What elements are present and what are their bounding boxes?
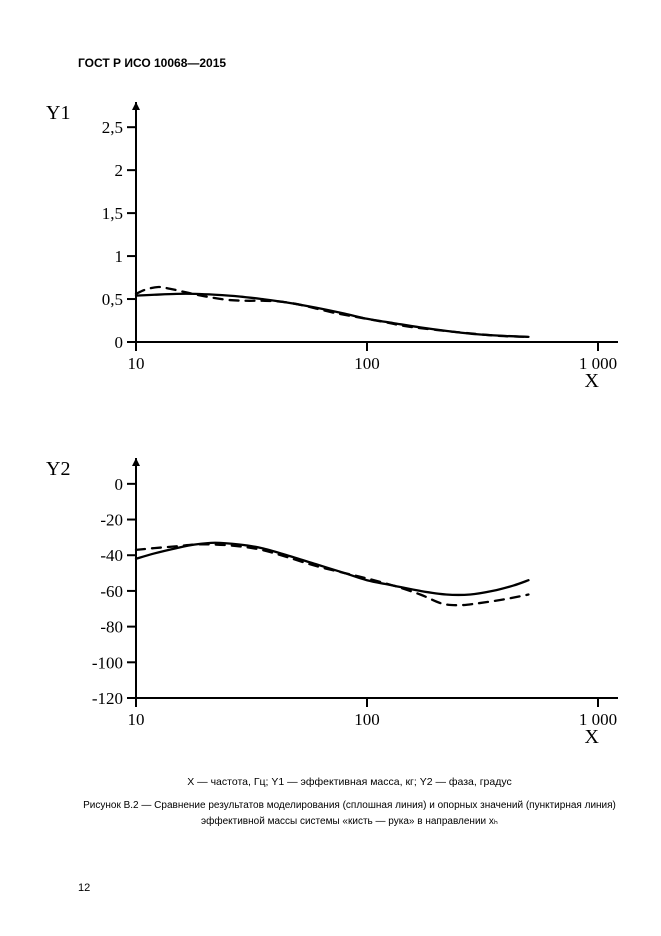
svg-text:0: 0 bbox=[115, 333, 124, 352]
svg-text:2: 2 bbox=[115, 161, 124, 180]
chart1-svg: 00,511,522,5101001 000 bbox=[78, 98, 618, 398]
chart2-x-title: X bbox=[585, 726, 599, 749]
svg-text:-80: -80 bbox=[100, 618, 123, 637]
page-number: 12 bbox=[78, 882, 90, 894]
svg-text:-60: -60 bbox=[100, 582, 123, 601]
caption-line-1: Рисунок В.2 — Сравнение результатов моде… bbox=[78, 798, 621, 814]
chart1-x-title: X bbox=[585, 370, 599, 393]
svg-text:2,5: 2,5 bbox=[102, 118, 123, 137]
svg-text:1: 1 bbox=[115, 247, 124, 266]
svg-text:1,5: 1,5 bbox=[102, 204, 123, 223]
chart1-y-title: Y1 bbox=[46, 102, 70, 125]
svg-text:100: 100 bbox=[354, 354, 380, 373]
caption-line-2: эффективной массы системы «кисть — рука»… bbox=[78, 814, 621, 830]
chart-2-block: Y2 -120-100-80-60-40-200101001 000 X bbox=[78, 454, 621, 754]
chart-1-block: Y1 00,511,522,5101001 000 X bbox=[78, 98, 621, 398]
chart2-y-title: Y2 bbox=[46, 458, 70, 481]
svg-text:-20: -20 bbox=[100, 511, 123, 530]
svg-text:10: 10 bbox=[128, 354, 145, 373]
svg-text:-120: -120 bbox=[92, 689, 123, 708]
axis-legend: X — частота, Гц; Y1 — эффективная масса,… bbox=[78, 776, 621, 788]
svg-text:0,5: 0,5 bbox=[102, 290, 123, 309]
svg-text:-40: -40 bbox=[100, 546, 123, 565]
svg-text:10: 10 bbox=[128, 710, 145, 729]
svg-text:0: 0 bbox=[115, 475, 124, 494]
svg-text:-100: -100 bbox=[92, 653, 123, 672]
chart2-svg: -120-100-80-60-40-200101001 000 bbox=[78, 454, 618, 754]
svg-text:100: 100 bbox=[354, 710, 380, 729]
figure-caption: Рисунок В.2 — Сравнение результатов моде… bbox=[78, 798, 621, 829]
document-header: ГОСТ Р ИСО 10068—2015 bbox=[78, 56, 621, 70]
